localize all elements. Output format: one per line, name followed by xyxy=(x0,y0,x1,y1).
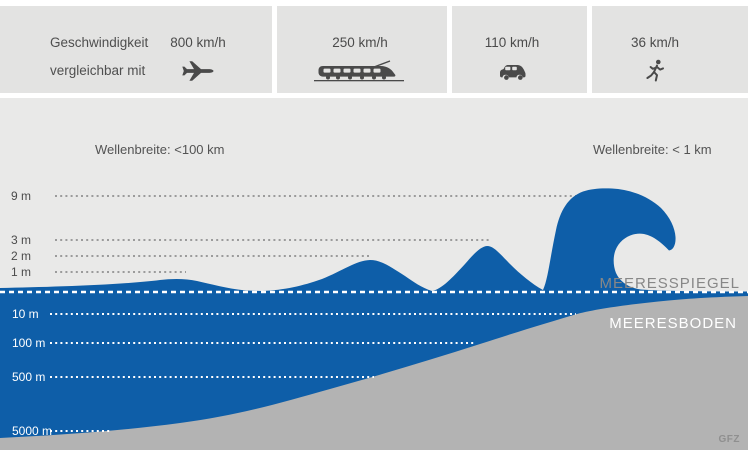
height-label-2m: 2 m xyxy=(11,249,32,263)
wave-width-right-label: Wellenbreite: < 1 km xyxy=(593,142,712,157)
height-label-3m: 3 m xyxy=(11,233,32,247)
speed-comparison-bar: Geschwindigkeit vergleichbar mit 800 km/… xyxy=(0,6,748,93)
depth-label-100m: 100 m xyxy=(12,336,46,350)
car-icon xyxy=(447,56,577,86)
speed-value: 36 km/h xyxy=(630,35,680,50)
sea-level-label: MEERESSPIEGEL xyxy=(599,275,740,292)
speed-value: 250 km/h xyxy=(332,35,388,50)
speed-item-airplane: 800 km/h xyxy=(133,6,263,93)
wave-width-left-label: Wellenbreite: <100 km xyxy=(95,142,225,157)
credit-logo: GFZ xyxy=(718,434,740,445)
depth-label-500m: 500 m xyxy=(12,370,46,384)
speed-item-car: 110 km/h xyxy=(447,6,577,93)
height-gridlines xyxy=(55,195,598,273)
speed-item-train: 250 km/h xyxy=(295,6,425,93)
airplane-icon xyxy=(133,56,263,86)
speed-value: 800 km/h xyxy=(170,35,226,50)
sea-floor-shape xyxy=(0,296,748,450)
speed-row-label-line1: Geschwindigkeit xyxy=(50,35,149,50)
wave-depth-diagram: Wellenbreite: <100 km Wellenbreite: < 1 … xyxy=(0,98,748,450)
bar-divider-1 xyxy=(272,6,277,93)
sea-floor-label: MEERESBODEN xyxy=(609,315,737,332)
depth-label-5000m: 5000 m xyxy=(12,424,53,438)
depth-label-10m: 10 m xyxy=(12,307,39,321)
runner-icon xyxy=(590,56,720,86)
speed-value: 110 km/h xyxy=(484,35,540,50)
bar-divider-2 xyxy=(447,6,452,93)
height-label-1m: 1 m xyxy=(11,265,32,279)
speed-item-runner: 36 km/h xyxy=(590,6,720,93)
bar-divider-3 xyxy=(587,6,592,93)
depth-gridlines xyxy=(50,313,576,432)
height-label-9m: 9 m xyxy=(11,189,32,203)
train-icon xyxy=(295,56,425,86)
wave-scene xyxy=(0,188,748,450)
speed-row-label-line2: vergleichbar mit xyxy=(50,63,146,78)
